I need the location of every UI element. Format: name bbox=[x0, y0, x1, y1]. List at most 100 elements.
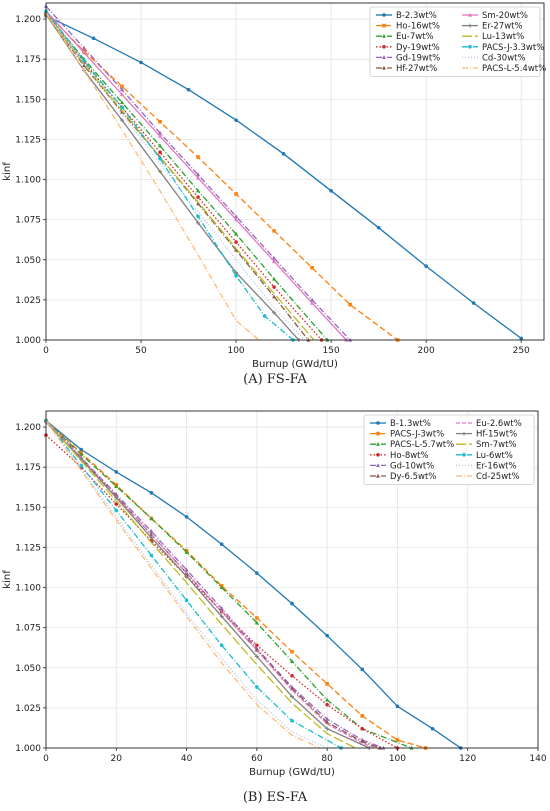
x-tick-label: 0 bbox=[43, 754, 49, 764]
data-point bbox=[158, 130, 163, 135]
data-point bbox=[234, 274, 238, 278]
data-point bbox=[395, 738, 400, 742]
data-point bbox=[290, 659, 294, 663]
data-point bbox=[325, 682, 329, 686]
series-line bbox=[45, 421, 370, 749]
data-point bbox=[149, 516, 154, 521]
series-line bbox=[45, 12, 398, 341]
legend-marker bbox=[468, 23, 472, 28]
series-Cd-25wt% bbox=[45, 420, 321, 749]
y-tick-label: 1.000 bbox=[15, 744, 41, 754]
series-line bbox=[45, 10, 347, 341]
plot-frame bbox=[45, 410, 539, 749]
data-point bbox=[272, 285, 276, 289]
data-point bbox=[281, 152, 286, 156]
data-point bbox=[290, 601, 294, 606]
data-point bbox=[290, 718, 294, 723]
data-point bbox=[196, 188, 201, 193]
legend-label: PACS-J-3wt% bbox=[390, 430, 444, 440]
series-Eu-7wt% bbox=[44, 10, 330, 342]
data-point bbox=[254, 620, 259, 625]
legend-marker bbox=[376, 473, 380, 478]
series-PACS-L-5.7wt% bbox=[44, 418, 414, 750]
series-Cd-30wt% bbox=[45, 12, 305, 341]
legend-marker bbox=[376, 431, 380, 436]
legend-entry: Er-27wt% bbox=[462, 22, 523, 32]
legend-label: Eu-2.6wt% bbox=[476, 419, 522, 429]
legend-label: Gd-10wt% bbox=[390, 461, 434, 471]
series-Ho-8wt% bbox=[44, 433, 400, 750]
x-tick-label: 40 bbox=[181, 754, 193, 764]
legend-label: PACS-L-5.4wt% bbox=[482, 64, 546, 74]
y-tick-label: 1.125 bbox=[15, 135, 41, 145]
series-Eu-2.6wt% bbox=[45, 420, 377, 749]
legend-label: Eu-7wt% bbox=[396, 32, 434, 42]
y-axis-label: kinf bbox=[2, 162, 13, 181]
y-tick-label: 1.150 bbox=[15, 503, 41, 513]
x-tick-label: 100 bbox=[227, 346, 244, 356]
data-point bbox=[196, 172, 201, 177]
legend-label: Er-27wt% bbox=[482, 22, 523, 32]
data-point bbox=[325, 702, 329, 707]
data-point bbox=[255, 616, 259, 620]
data-point bbox=[149, 529, 154, 533]
data-point bbox=[471, 301, 476, 305]
series-Lu-13wt% bbox=[45, 13, 315, 341]
data-point bbox=[360, 726, 365, 731]
legend-label: Hf-15wt% bbox=[476, 430, 517, 440]
data-point bbox=[272, 255, 277, 260]
series-Sm-20wt% bbox=[44, 8, 349, 342]
data-point bbox=[310, 265, 314, 270]
x-tick-label: 120 bbox=[459, 754, 476, 764]
legend-marker bbox=[382, 65, 386, 70]
legend-box bbox=[363, 414, 535, 485]
legend-label: Ho-16wt% bbox=[396, 22, 440, 32]
data-point bbox=[79, 463, 83, 468]
data-point bbox=[219, 542, 224, 546]
data-point bbox=[79, 447, 83, 452]
data-point bbox=[184, 598, 189, 603]
legend-label: PACS-L-5.7wt% bbox=[390, 440, 454, 450]
series-Gd-10wt% bbox=[44, 418, 386, 750]
data-point bbox=[91, 36, 96, 41]
series-line bbox=[45, 12, 260, 341]
data-point bbox=[114, 508, 119, 513]
data-point bbox=[114, 470, 119, 474]
y-tick-label: 1.000 bbox=[15, 336, 41, 346]
x-tick-label: 60 bbox=[251, 754, 263, 764]
data-point bbox=[519, 336, 523, 341]
data-point bbox=[120, 105, 124, 110]
data-point bbox=[120, 87, 125, 92]
data-point bbox=[360, 667, 365, 672]
data-point bbox=[234, 118, 238, 122]
series-line bbox=[45, 420, 356, 749]
data-point bbox=[255, 685, 259, 689]
series-line bbox=[45, 420, 381, 749]
data-point bbox=[120, 100, 125, 105]
series-B-2.3wt% bbox=[44, 14, 523, 341]
x-tick-label: 0 bbox=[43, 346, 49, 356]
legend-entry: B-2.3wt% bbox=[376, 11, 437, 21]
legend-label: PACS-J-3.3wt% bbox=[482, 43, 544, 53]
data-point bbox=[234, 192, 238, 196]
y-tick-label: 1.050 bbox=[15, 664, 41, 674]
y-tick-label: 1.125 bbox=[15, 543, 41, 553]
y-tick-label: 1.150 bbox=[15, 95, 41, 105]
data-point bbox=[158, 150, 162, 155]
data-point bbox=[158, 143, 163, 148]
data-point bbox=[290, 694, 294, 699]
legend-entry: Cd-30wt% bbox=[462, 53, 526, 63]
series-line bbox=[45, 13, 315, 341]
data-point bbox=[360, 714, 365, 718]
series-Hf-15wt% bbox=[44, 420, 372, 750]
legend-entry: PACS-L-5.7wt% bbox=[370, 440, 454, 450]
data-point bbox=[255, 571, 259, 575]
legend-entry: Eu-7wt% bbox=[376, 32, 434, 42]
data-point bbox=[234, 247, 239, 252]
data-point bbox=[82, 50, 87, 55]
data-point bbox=[139, 60, 143, 65]
data-point bbox=[262, 314, 267, 318]
series-line bbox=[45, 420, 377, 749]
series-line bbox=[45, 12, 305, 341]
series-Gd-19wt% bbox=[44, 4, 353, 342]
